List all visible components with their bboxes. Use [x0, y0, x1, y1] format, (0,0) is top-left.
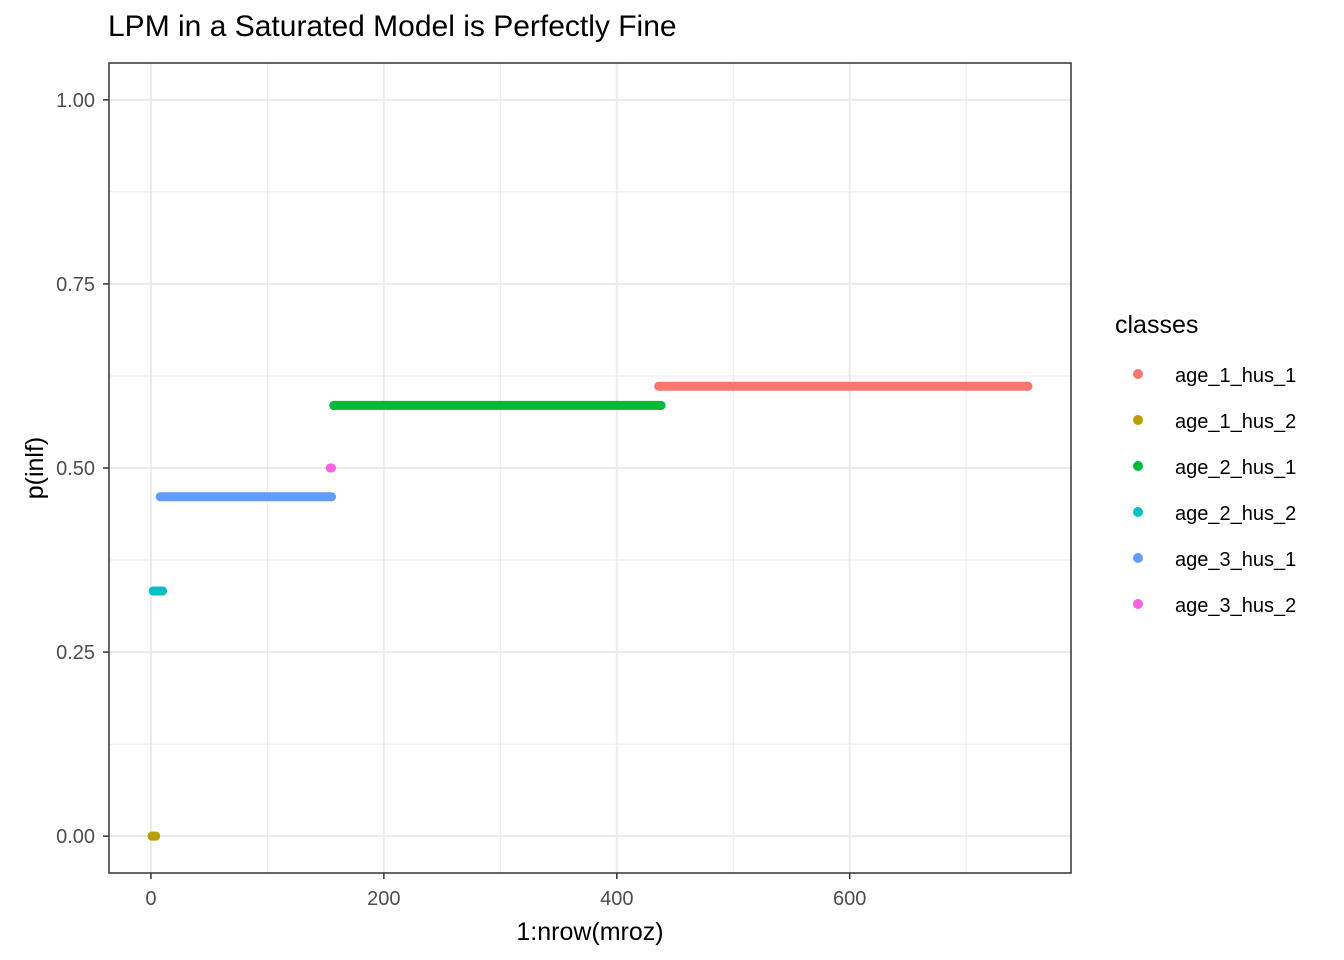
y-tick-label: 0.00 [56, 826, 95, 848]
point-age_2_hus_1-last [656, 400, 666, 410]
x-axis-title: 1:nrow(mroz) [516, 918, 663, 946]
data-layer [147, 381, 1033, 841]
legend-key-age_3_hus_1 [1133, 553, 1143, 563]
y-tick-label: 0.25 [56, 642, 95, 664]
x-tick-label: 400 [600, 888, 633, 910]
legend-key-age_2_hus_1 [1133, 461, 1143, 471]
point-age_3_hus_1-first [155, 492, 165, 502]
x-tick-label: 200 [367, 888, 400, 910]
legend-label-age_2_hus_1: age_2_hus_1 [1175, 457, 1296, 479]
legend-key-age_2_hus_2 [1133, 507, 1143, 517]
legend-label-age_3_hus_2: age_3_hus_2 [1175, 595, 1296, 617]
legend-key-age_3_hus_2 [1133, 599, 1143, 609]
y-axis-title: p(inlf) [21, 437, 49, 500]
series-age_1_hus_2 [147, 831, 161, 841]
series-age_3_hus_1 [155, 492, 336, 502]
axis-layer: 0 200 400 600 0.00 0.25 0.50 0.75 1.00 [56, 90, 866, 910]
legend-title: classes [1115, 311, 1198, 339]
series-age_2_hus_2 [148, 586, 168, 596]
point-age_2_hus_1-first [329, 400, 339, 410]
legend: classes age_1_hus_1 age_1_hus_2 age_2_hus_… [1115, 311, 1296, 617]
point-age_3_hus_2-last [326, 463, 336, 473]
legend-key-age_1_hus_2 [1133, 415, 1143, 425]
point-age_1_hus_1-first [654, 381, 664, 391]
y-tick-label: 1.00 [56, 90, 95, 112]
point-age_2_hus_2-last [158, 586, 168, 596]
series-age_2_hus_1 [329, 400, 666, 410]
legend-label-age_1_hus_1: age_1_hus_1 [1175, 365, 1296, 387]
x-tick-label: 600 [833, 888, 866, 910]
series-age_1_hus_1 [654, 381, 1033, 391]
chart-title: LPM in a Saturated Model is Perfectly Fi… [108, 10, 677, 43]
legend-label-age_3_hus_1: age_3_hus_1 [1175, 549, 1296, 571]
legend-label-age_2_hus_2: age_2_hus_2 [1175, 503, 1296, 525]
y-tick-label: 0.75 [56, 274, 95, 296]
point-age_3_hus_1-last [326, 492, 336, 502]
y-tick-label: 0.50 [56, 458, 95, 480]
legend-key-age_1_hus_1 [1133, 369, 1143, 379]
point-age_2_hus_2-first [148, 586, 158, 596]
point-age_1_hus_2-last [151, 831, 161, 841]
series-age_3_hus_2 [325, 463, 336, 473]
x-tick-label: 0 [145, 888, 156, 910]
panel-grid [109, 63, 1071, 873]
legend-label-age_1_hus_2: age_1_hus_2 [1175, 411, 1296, 433]
point-age_1_hus_1-last [1023, 381, 1033, 391]
